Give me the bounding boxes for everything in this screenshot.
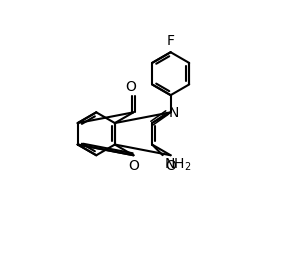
Text: NH$_2$: NH$_2$ <box>164 156 191 173</box>
Text: O: O <box>165 159 176 173</box>
Text: O: O <box>128 159 139 173</box>
Text: N: N <box>169 106 179 120</box>
Text: F: F <box>167 34 174 48</box>
Text: O: O <box>125 80 136 94</box>
